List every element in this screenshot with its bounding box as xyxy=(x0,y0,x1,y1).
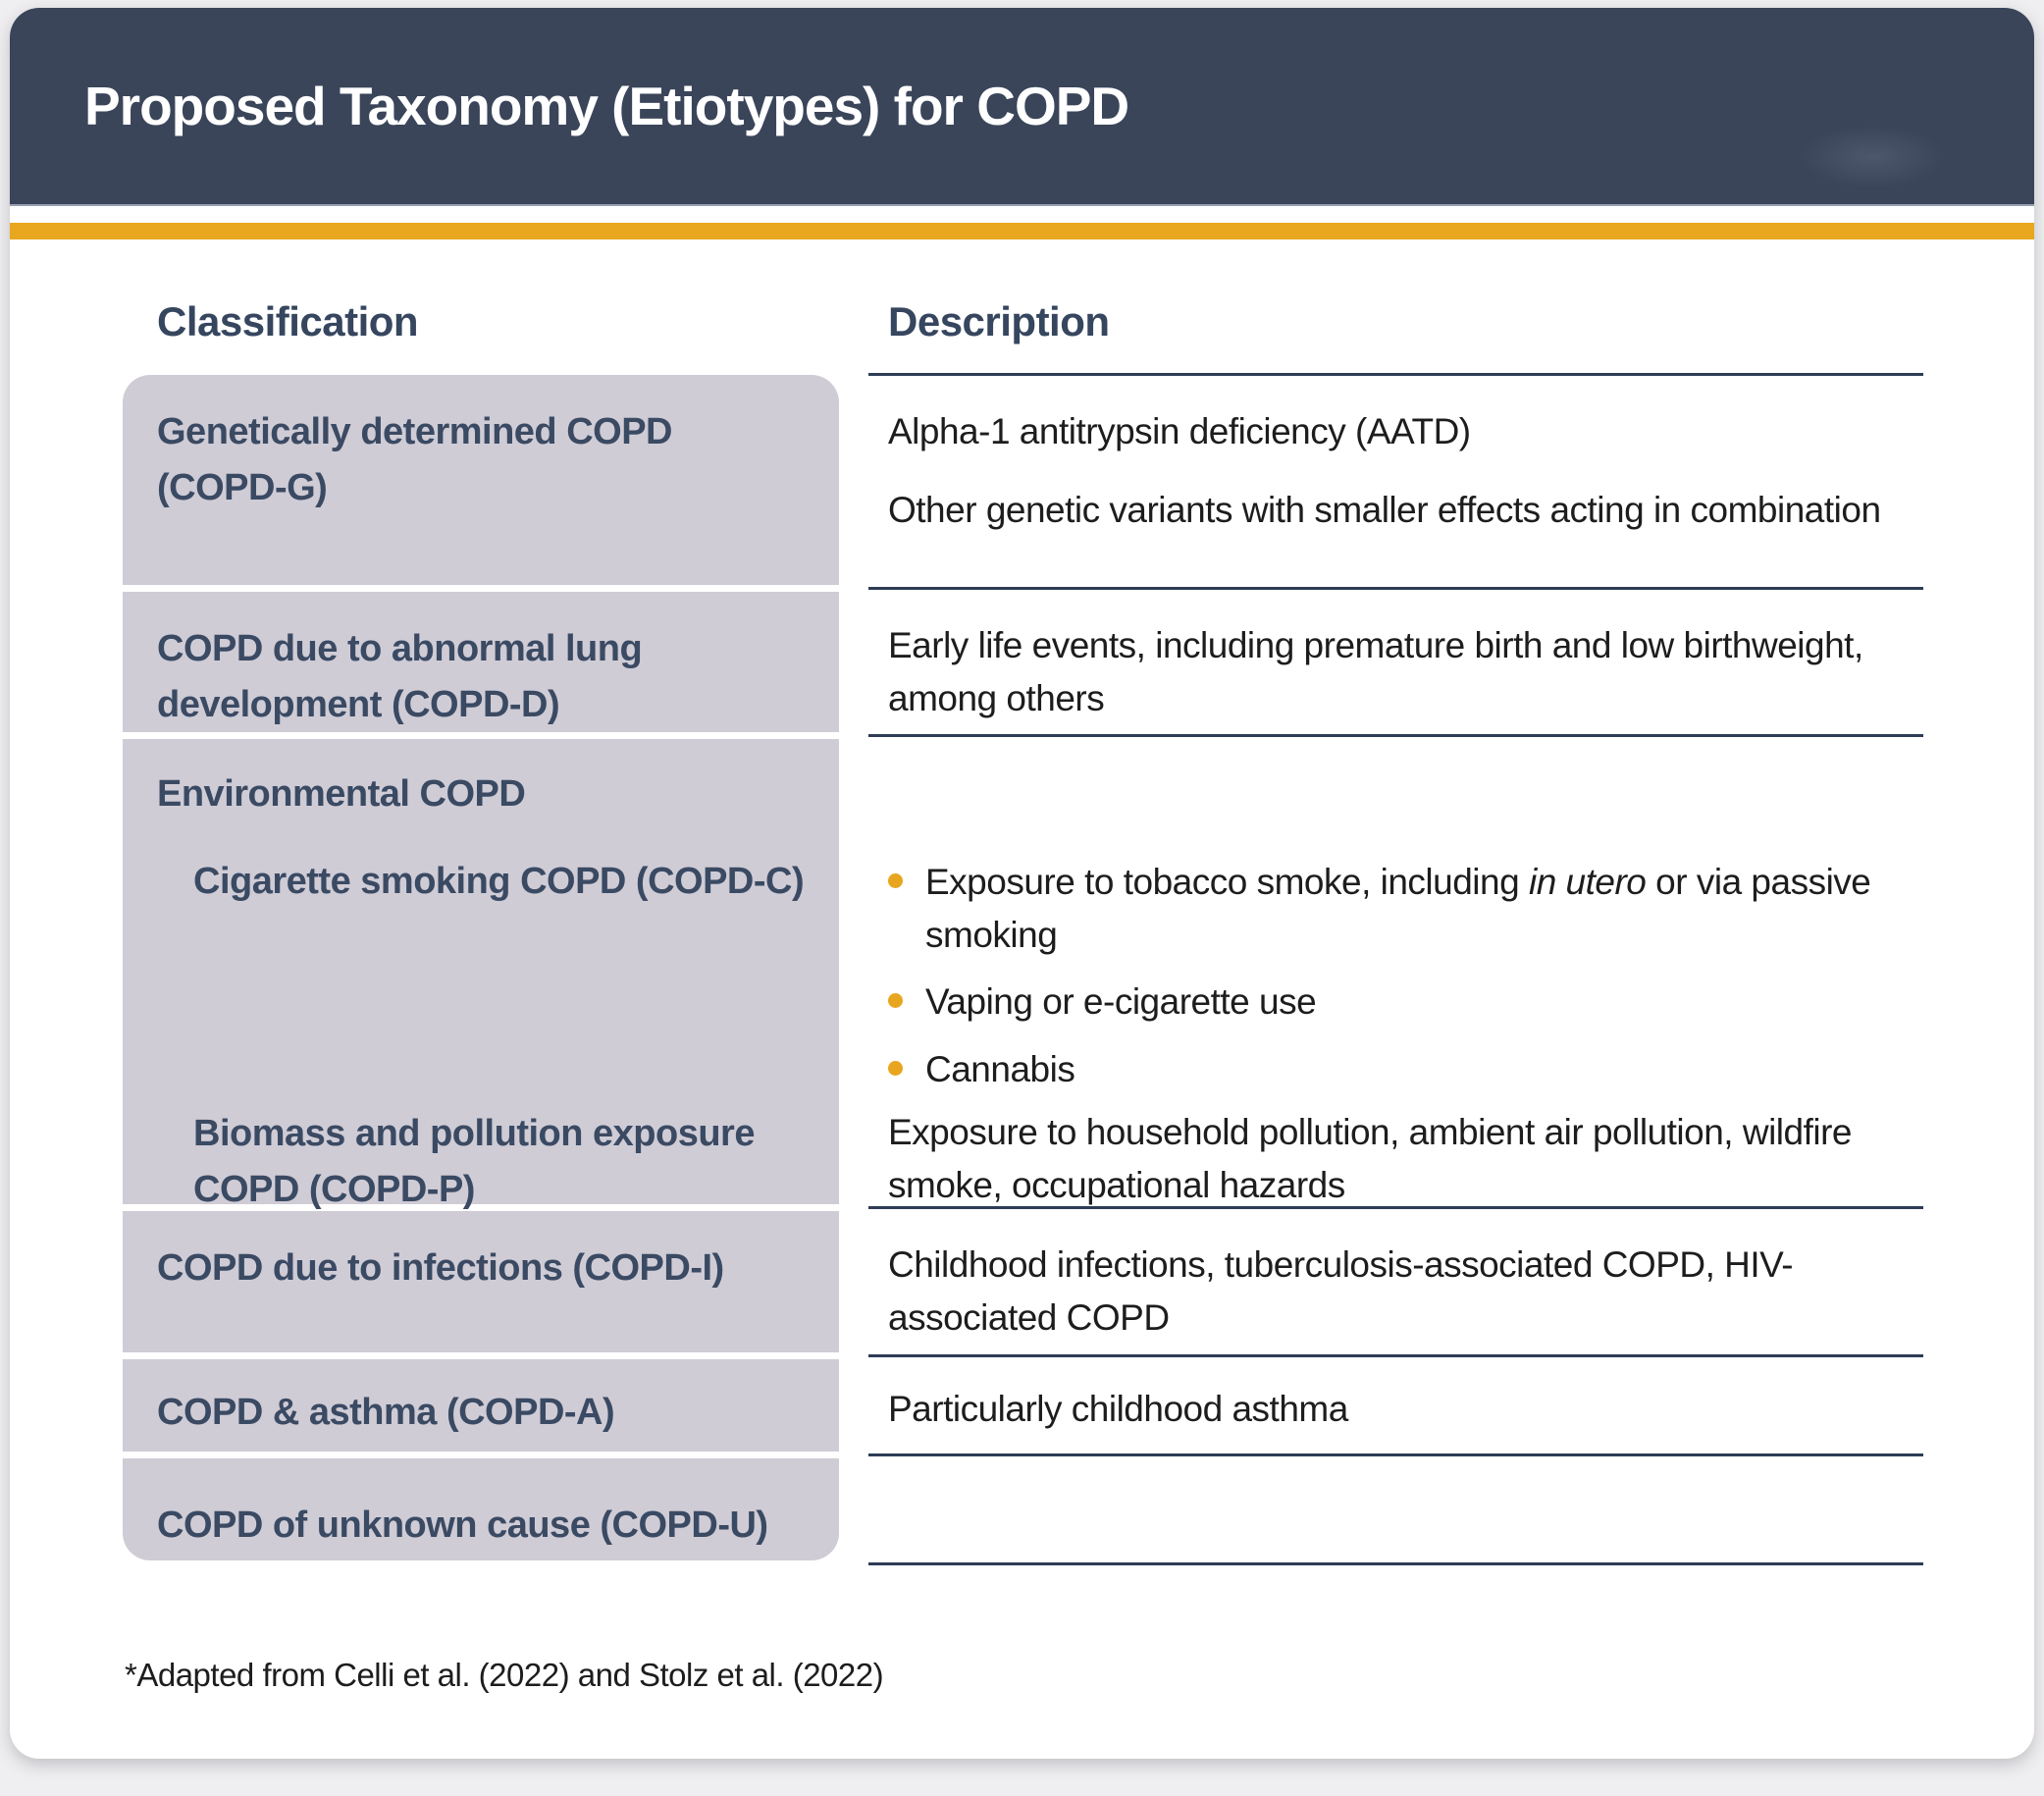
classification-cell-biomass: Biomass and pollution exposure COPD (COP… xyxy=(123,1090,839,1210)
column-header-classification: Classification xyxy=(157,298,419,344)
classification-cell-cigarette: Cigarette smoking COPD (COPD-C) xyxy=(123,830,839,1090)
bullet-item: Vaping or e-cigarette use xyxy=(888,976,1910,1029)
table-row-genetic: Genetically determined COPD (COPD-G) Alp… xyxy=(123,373,1923,590)
description-text: Childhood infections, tuberculosis-assoc… xyxy=(888,1244,1794,1338)
classification-cell-environmental: Environmental COPD xyxy=(123,739,839,830)
taxonomy-table: Genetically determined COPD (COPD-G) Alp… xyxy=(123,373,1923,1565)
table-row-development: COPD due to abnormal lung development (C… xyxy=(123,590,1923,737)
description-cell-biomass: Exposure to household pollution, ambient… xyxy=(868,1090,1923,1209)
accent-divider xyxy=(10,223,2034,239)
table-row-biomass: Biomass and pollution exposure COPD (COP… xyxy=(123,1090,1923,1210)
classification-cell-unknown: COPD of unknown cause (COPD-U) xyxy=(123,1458,839,1560)
description-cell-cigarette: Exposure to tobacco smoke, including in … xyxy=(868,830,1923,1090)
description-cell-asthma: Particularly childhood asthma xyxy=(868,1357,1923,1456)
description-text: Early life events, including premature b… xyxy=(888,625,1863,718)
classification-cell-asthma: COPD & asthma (COPD-A) xyxy=(123,1359,839,1452)
bullet-text: or via passive smoking xyxy=(925,862,1871,955)
table-row-cigarette: Cigarette smoking COPD (COPD-C) Exposure… xyxy=(123,830,1923,1090)
table-row-unknown: COPD of unknown cause (COPD-U) xyxy=(123,1456,1923,1565)
description-text: Alpha-1 antitrypsin deficiency (AATD) xyxy=(888,411,1471,451)
column-header-description: Description xyxy=(888,298,1110,344)
description-text: Exposure to household pollution, ambient… xyxy=(888,1112,1853,1205)
description-cell-development: Early life events, including premature b… xyxy=(868,590,1923,737)
description-cell-genetic: Alpha-1 antitrypsin deficiency (AATD) Ot… xyxy=(868,373,1923,590)
description-cell-unknown xyxy=(868,1456,1923,1565)
classification-cell-infections: COPD due to infections (COPD-I) xyxy=(123,1211,839,1352)
bullet-text-italic: in utero xyxy=(1528,862,1647,902)
description-cell-environmental-spacer xyxy=(868,737,1923,830)
bullet-dot-icon xyxy=(888,1060,903,1076)
bullet-text: Cannabis xyxy=(925,1048,1075,1089)
bullet-text: Vaping or e-cigarette use xyxy=(925,981,1317,1023)
description-cell-infections: Childhood infections, tuberculosis-assoc… xyxy=(868,1209,1923,1357)
source-footnote: *Adapted from Celli et al. (2022) and St… xyxy=(125,1657,884,1693)
bullet-dot-icon xyxy=(888,873,903,888)
classification-cell-development: COPD due to abnormal lung development (C… xyxy=(123,592,839,732)
header-watermark-logo xyxy=(1799,126,1946,188)
classification-cell-genetic: Genetically determined COPD (COPD-G) xyxy=(123,375,839,585)
table-row-infections: COPD due to infections (COPD-I) Childhoo… xyxy=(123,1209,1923,1357)
title-bar: Proposed Taxonomy (Etiotypes) for COPD xyxy=(10,8,2034,206)
bullet-item: Exposure to tobacco smoke, including in … xyxy=(888,856,1910,961)
table-row-environmental-header: Environmental COPD xyxy=(123,737,1923,830)
description-text: Particularly childhood asthma xyxy=(888,1389,1348,1429)
table-row-asthma: COPD & asthma (COPD-A) Particularly chil… xyxy=(123,1357,1923,1456)
page-title: Proposed Taxonomy (Etiotypes) for COPD xyxy=(84,76,1129,136)
description-text: Other genetic variants with smaller effe… xyxy=(888,489,1881,530)
bullet-dot-icon xyxy=(888,993,903,1009)
slide-card: Proposed Taxonomy (Etiotypes) for COPD C… xyxy=(10,8,2034,1759)
bullet-item: Cannabis xyxy=(888,1043,1910,1096)
bullet-text: Exposure to tobacco smoke, including xyxy=(925,862,1529,902)
